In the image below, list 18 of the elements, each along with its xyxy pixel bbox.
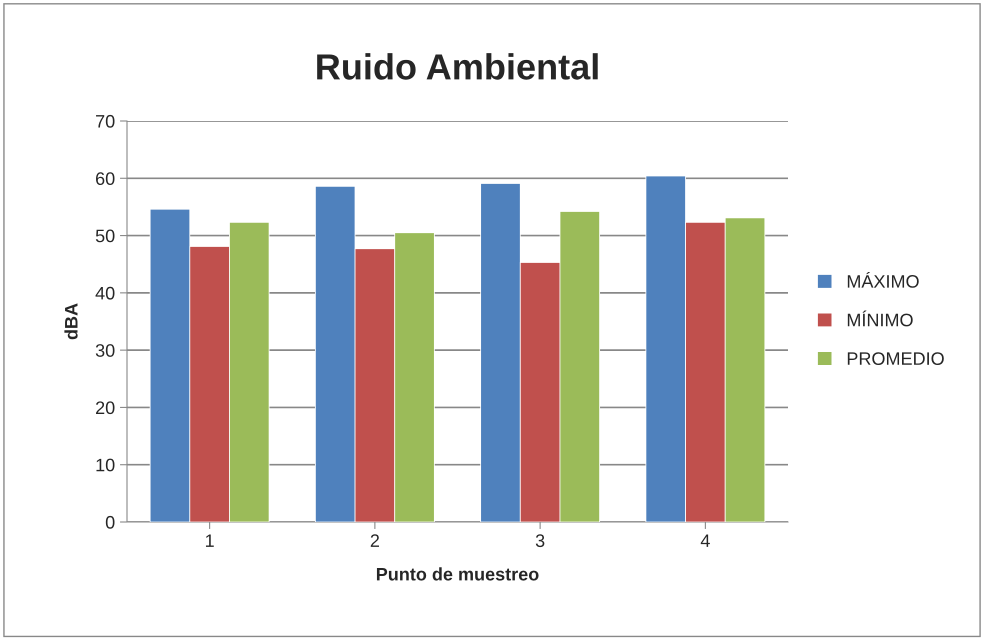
y-tick-label: 70 [96, 114, 114, 128]
x-tick-label: 3 [536, 534, 544, 548]
x-tick-label: 4 [700, 534, 710, 547]
y-tick-label: 40 [96, 286, 114, 300]
chart-title: Ruido Ambiental [317, 53, 598, 80]
y-tick-label: 50 [96, 230, 114, 242]
y-tick-label: 60 [96, 172, 114, 186]
y-tick-label: 30 [96, 344, 114, 357]
legend-label: PROMEDIO [848, 352, 944, 365]
y-tick-label: 20 [96, 401, 114, 414]
y-tick-label: 0 [106, 516, 114, 529]
x-axis-title: Punto de muestreo [376, 567, 539, 581]
legend-label: MÍNIMO [848, 310, 913, 326]
x-tick-label: 1 [206, 534, 214, 547]
y-axis-title: dBA [64, 303, 78, 340]
legend-label: MÁXIMO [848, 272, 919, 288]
y-tick-label: 10 [96, 458, 114, 472]
x-tick-label: 2 [370, 534, 379, 547]
